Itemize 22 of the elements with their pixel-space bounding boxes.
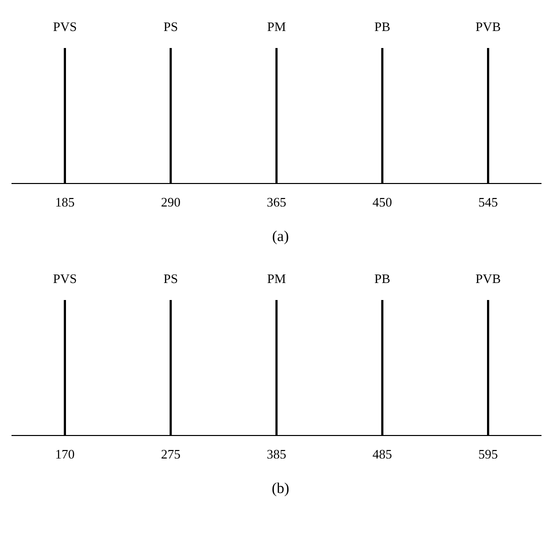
x-tick-label: 365 <box>266 194 286 210</box>
text: (a) <box>271 229 290 246</box>
annotation: PB <box>374 18 391 34</box>
annotation: PM <box>267 270 286 286</box>
x-tick-label: 485 <box>372 446 392 462</box>
x-tick-label: 545 <box>478 194 498 210</box>
annotation: PB <box>374 270 391 286</box>
x-tick-label: 290 <box>160 194 180 210</box>
x-tick-label: 275 <box>160 446 180 462</box>
text: (b) <box>270 481 290 498</box>
annotation: PVB <box>475 270 502 286</box>
annotation: PM <box>267 18 286 34</box>
annotation: PVS <box>52 18 77 34</box>
x-tick-label: 450 <box>372 194 392 210</box>
x-tick-label: 595 <box>478 446 498 462</box>
annotation: PS <box>163 18 178 34</box>
annotation: PS <box>163 270 178 286</box>
x-tick-label: 385 <box>266 446 286 462</box>
x-tick-label: 185 <box>55 194 75 210</box>
x-tick-label: 170 <box>55 446 75 462</box>
annotation: PVS <box>52 270 77 286</box>
annotation: PVB <box>475 18 502 34</box>
